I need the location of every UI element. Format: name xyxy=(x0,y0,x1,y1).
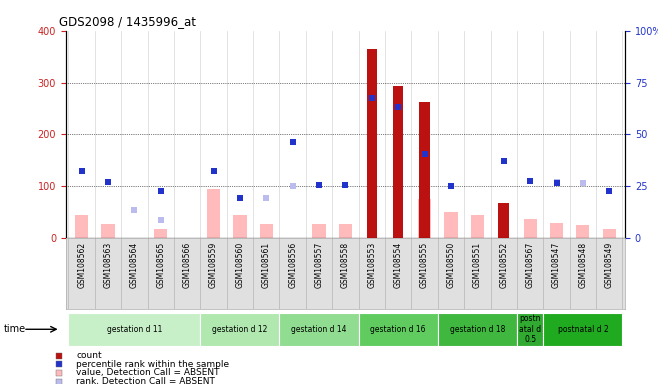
Text: gestation d 18: gestation d 18 xyxy=(449,325,505,334)
Bar xyxy=(470,215,484,238)
Bar xyxy=(200,313,280,346)
Text: GSM108552: GSM108552 xyxy=(499,242,508,288)
Text: GSM108564: GSM108564 xyxy=(130,242,139,288)
Bar xyxy=(207,189,220,238)
Text: GSM108559: GSM108559 xyxy=(209,242,218,288)
Text: time: time xyxy=(3,324,26,334)
Bar xyxy=(313,224,326,238)
Bar xyxy=(524,219,537,238)
Text: gestation d 11: gestation d 11 xyxy=(107,325,162,334)
Text: GSM108548: GSM108548 xyxy=(578,242,588,288)
Text: GSM108553: GSM108553 xyxy=(367,242,376,288)
Bar xyxy=(444,212,457,238)
Bar xyxy=(280,313,359,346)
Text: GDS2098 / 1435996_at: GDS2098 / 1435996_at xyxy=(59,15,196,28)
Text: GSM108566: GSM108566 xyxy=(183,242,191,288)
Bar xyxy=(438,313,517,346)
Text: postn
atal d
0.5: postn atal d 0.5 xyxy=(519,314,541,344)
Bar xyxy=(393,86,403,238)
Text: GSM108567: GSM108567 xyxy=(526,242,534,288)
Text: GSM108560: GSM108560 xyxy=(236,242,244,288)
Text: GSM108550: GSM108550 xyxy=(447,242,455,288)
Bar xyxy=(418,199,431,238)
Bar xyxy=(550,223,563,238)
Bar xyxy=(101,223,114,238)
Bar xyxy=(75,215,88,238)
Text: GSM108558: GSM108558 xyxy=(341,242,350,288)
Text: gestation d 14: gestation d 14 xyxy=(291,325,347,334)
Text: gestation d 16: gestation d 16 xyxy=(370,325,426,334)
Text: postnatal d 2: postnatal d 2 xyxy=(557,325,608,334)
Text: GSM108549: GSM108549 xyxy=(605,242,614,288)
Bar xyxy=(154,229,167,238)
Text: GSM108557: GSM108557 xyxy=(315,242,324,288)
Text: GSM108555: GSM108555 xyxy=(420,242,429,288)
Bar xyxy=(419,102,430,238)
Text: GSM108556: GSM108556 xyxy=(288,242,297,288)
Text: count: count xyxy=(76,351,102,360)
Bar xyxy=(339,223,352,238)
Text: rank, Detection Call = ABSENT: rank, Detection Call = ABSENT xyxy=(76,377,215,384)
Text: GSM108551: GSM108551 xyxy=(473,242,482,288)
Text: GSM108561: GSM108561 xyxy=(262,242,271,288)
Bar xyxy=(367,49,377,238)
Text: GSM108563: GSM108563 xyxy=(103,242,113,288)
Bar xyxy=(603,229,616,238)
Bar xyxy=(517,313,544,346)
Text: value, Detection Call = ABSENT: value, Detection Call = ABSENT xyxy=(76,368,220,377)
Text: percentile rank within the sample: percentile rank within the sample xyxy=(76,360,230,369)
Bar xyxy=(68,313,200,346)
Text: GSM108547: GSM108547 xyxy=(552,242,561,288)
Bar xyxy=(576,225,590,238)
Text: GSM108562: GSM108562 xyxy=(77,242,86,288)
Bar xyxy=(499,203,509,238)
Bar xyxy=(359,313,438,346)
Bar xyxy=(234,215,247,238)
Bar xyxy=(544,313,622,346)
Bar xyxy=(260,223,273,238)
Text: GSM108565: GSM108565 xyxy=(157,242,165,288)
Text: GSM108554: GSM108554 xyxy=(393,242,403,288)
Text: gestation d 12: gestation d 12 xyxy=(213,325,268,334)
